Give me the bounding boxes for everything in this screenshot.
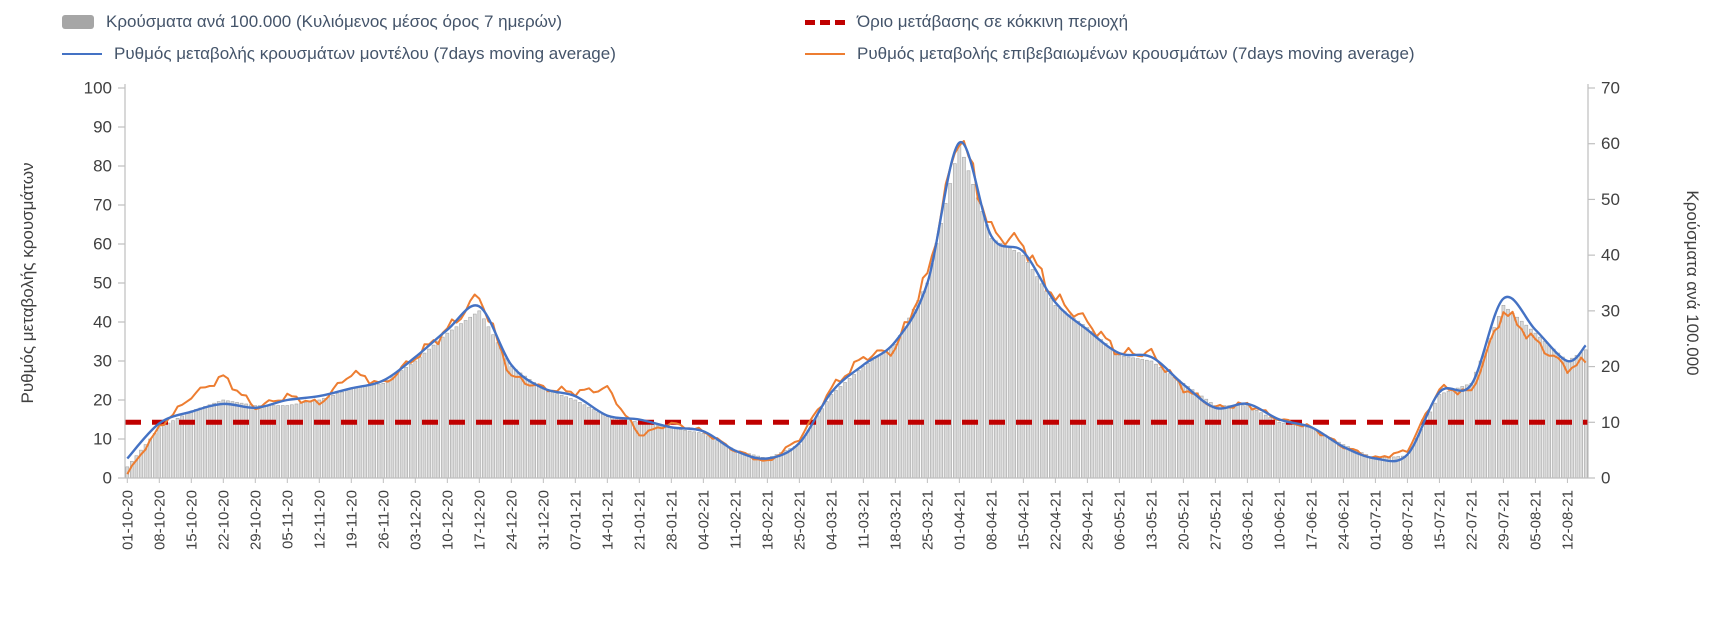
svg-text:15-04-21: 15-04-21 bbox=[1015, 490, 1032, 550]
svg-text:10: 10 bbox=[93, 430, 112, 449]
svg-text:22-04-21: 22-04-21 bbox=[1047, 490, 1064, 550]
svg-text:18-02-21: 18-02-21 bbox=[759, 490, 776, 550]
svg-text:10-12-20: 10-12-20 bbox=[439, 490, 456, 550]
svg-text:06-05-21: 06-05-21 bbox=[1111, 490, 1128, 550]
svg-text:12-08-21: 12-08-21 bbox=[1559, 490, 1576, 550]
svg-text:05-11-20: 05-11-20 bbox=[279, 490, 296, 549]
svg-text:20-05-21: 20-05-21 bbox=[1175, 490, 1192, 550]
svg-text:60: 60 bbox=[93, 235, 112, 254]
legend-label-model: Ρυθμός μεταβολής κρουσμάτων μοντέλου (7d… bbox=[114, 44, 616, 63]
svg-text:22-07-21: 22-07-21 bbox=[1463, 490, 1480, 550]
legend-item-cases: Κρούσματα ανά 100.000 (Κυλιόμενος μέσος … bbox=[62, 10, 562, 34]
svg-text:0: 0 bbox=[103, 469, 112, 488]
svg-text:21-01-21: 21-01-21 bbox=[631, 490, 648, 550]
svg-text:12-11-20: 12-11-20 bbox=[311, 490, 328, 549]
svg-text:25-02-21: 25-02-21 bbox=[791, 490, 808, 550]
svg-text:29-10-20: 29-10-20 bbox=[247, 490, 264, 550]
svg-text:24-06-21: 24-06-21 bbox=[1335, 490, 1352, 550]
svg-text:29-07-21: 29-07-21 bbox=[1495, 490, 1512, 550]
svg-text:10-06-21: 10-06-21 bbox=[1271, 490, 1288, 550]
svg-text:07-01-21: 07-01-21 bbox=[567, 490, 584, 550]
svg-text:80: 80 bbox=[93, 157, 112, 176]
legend-item-threshold: Όριο μετάβασης σε κόκκινη περιοχή bbox=[805, 10, 1128, 34]
svg-text:03-12-20: 03-12-20 bbox=[407, 490, 424, 550]
svg-text:0: 0 bbox=[1601, 469, 1610, 488]
dashed-line-swatch-icon bbox=[805, 19, 845, 25]
svg-text:100: 100 bbox=[84, 79, 112, 98]
svg-text:15-07-21: 15-07-21 bbox=[1431, 490, 1448, 550]
y-axis-right-ticks: 70 60 50 40 30 20 10 0 bbox=[1588, 79, 1620, 488]
svg-text:18-03-21: 18-03-21 bbox=[887, 490, 904, 550]
legend-item-confirmed: Ρυθμός μεταβολής επιβεβαιωμένων κρουσμάτ… bbox=[805, 42, 1415, 66]
svg-text:19-11-20: 19-11-20 bbox=[343, 490, 360, 549]
legend-label-cases: Κρούσματα ανά 100.000 (Κυλιόμενος μέσος … bbox=[106, 12, 563, 31]
svg-text:27-05-21: 27-05-21 bbox=[1207, 490, 1224, 550]
svg-text:70: 70 bbox=[93, 196, 112, 215]
svg-text:04-02-21: 04-02-21 bbox=[695, 490, 712, 550]
model-rate-line bbox=[126, 141, 1587, 463]
svg-text:08-07-21: 08-07-21 bbox=[1399, 490, 1416, 550]
svg-text:20: 20 bbox=[93, 391, 112, 410]
svg-text:50: 50 bbox=[93, 274, 112, 293]
bar-swatch-icon bbox=[62, 15, 94, 29]
svg-text:01-10-20: 01-10-20 bbox=[119, 490, 136, 550]
svg-text:40: 40 bbox=[93, 313, 112, 332]
svg-text:70: 70 bbox=[1601, 79, 1620, 98]
svg-text:20: 20 bbox=[1601, 357, 1620, 376]
svg-text:25-03-21: 25-03-21 bbox=[919, 490, 936, 550]
svg-text:10: 10 bbox=[1601, 413, 1620, 432]
svg-text:08-10-20: 08-10-20 bbox=[151, 490, 168, 550]
axis-lines bbox=[124, 84, 1589, 479]
svg-text:40: 40 bbox=[1601, 246, 1620, 265]
legend-label-confirmed: Ρυθμός μεταβολής επιβεβαιωμένων κρουσμάτ… bbox=[857, 44, 1415, 63]
svg-text:14-01-21: 14-01-21 bbox=[599, 490, 616, 550]
svg-text:08-04-21: 08-04-21 bbox=[983, 490, 1000, 550]
svg-text:22-10-20: 22-10-20 bbox=[215, 490, 232, 550]
svg-text:26-11-20: 26-11-20 bbox=[375, 490, 392, 549]
svg-text:01-04-21: 01-04-21 bbox=[951, 490, 968, 550]
svg-text:11-02-21: 11-02-21 bbox=[727, 490, 744, 549]
svg-text:15-10-20: 15-10-20 bbox=[183, 490, 200, 550]
svg-text:03-06-21: 03-06-21 bbox=[1239, 490, 1256, 550]
svg-text:04-03-21: 04-03-21 bbox=[823, 490, 840, 550]
svg-text:13-05-21: 13-05-21 bbox=[1143, 490, 1160, 550]
svg-text:01-07-21: 01-07-21 bbox=[1367, 490, 1384, 550]
svg-text:28-01-21: 28-01-21 bbox=[663, 490, 680, 550]
x-axis-ticks: 01-10-20 08-10-20 15-10-20 22-10-20 29-10-20… bbox=[119, 478, 1576, 550]
svg-text:24-12-20: 24-12-20 bbox=[503, 490, 520, 550]
legend-item-model: Ρυθμός μεταβολής κρουσμάτων μοντέλου (7d… bbox=[62, 42, 616, 66]
orange-line-swatch-icon bbox=[805, 52, 845, 56]
svg-text:17-06-21: 17-06-21 bbox=[1303, 490, 1320, 550]
svg-text:90: 90 bbox=[93, 118, 112, 137]
svg-text:60: 60 bbox=[1601, 134, 1620, 153]
svg-text:50: 50 bbox=[1601, 190, 1620, 209]
svg-text:30: 30 bbox=[93, 352, 112, 371]
svg-text:30: 30 bbox=[1601, 301, 1620, 320]
blue-line-swatch-icon bbox=[62, 52, 102, 56]
bars-cases-per-100k bbox=[125, 143, 1588, 479]
svg-text:17-12-20: 17-12-20 bbox=[471, 490, 488, 550]
svg-text:29-04-21: 29-04-21 bbox=[1079, 490, 1096, 550]
svg-text:31-12-20: 31-12-20 bbox=[535, 490, 552, 550]
svg-text:11-03-21: 11-03-21 bbox=[855, 490, 872, 549]
legend-label-threshold: Όριο μετάβασης σε κόκκινη περιοχή bbox=[857, 12, 1129, 31]
svg-text:05-08-21: 05-08-21 bbox=[1527, 490, 1544, 550]
